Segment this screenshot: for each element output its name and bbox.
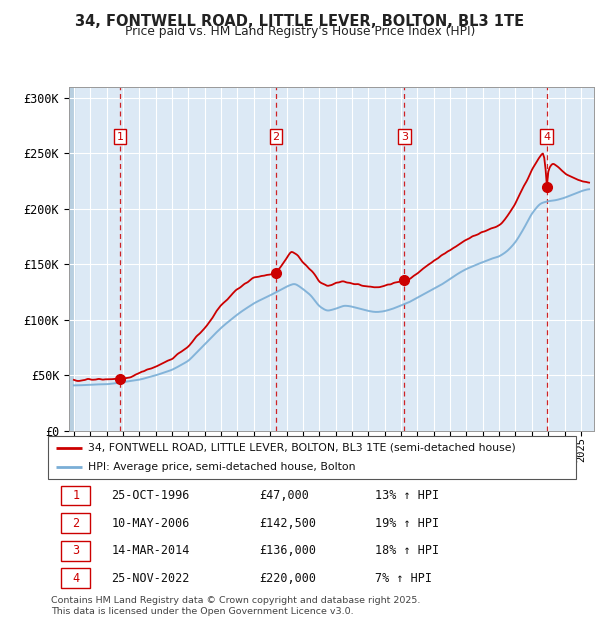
Text: £220,000: £220,000: [259, 572, 316, 585]
Text: 1: 1: [72, 489, 79, 502]
Text: 2: 2: [272, 131, 280, 142]
Text: 13% ↑ HPI: 13% ↑ HPI: [376, 489, 439, 502]
Text: 10-MAY-2006: 10-MAY-2006: [112, 516, 190, 529]
Text: 3: 3: [401, 131, 408, 142]
Text: 25-OCT-1996: 25-OCT-1996: [112, 489, 190, 502]
Bar: [69, 87, 74, 431]
Text: £47,000: £47,000: [259, 489, 309, 502]
Text: 2: 2: [72, 516, 79, 529]
Text: 4: 4: [543, 131, 550, 142]
Text: £142,500: £142,500: [259, 516, 316, 529]
Text: 18% ↑ HPI: 18% ↑ HPI: [376, 544, 439, 557]
Text: 25-NOV-2022: 25-NOV-2022: [112, 572, 190, 585]
Text: 7% ↑ HPI: 7% ↑ HPI: [376, 572, 433, 585]
Text: 3: 3: [72, 544, 79, 557]
Text: 14-MAR-2014: 14-MAR-2014: [112, 544, 190, 557]
Text: 34, FONTWELL ROAD, LITTLE LEVER, BOLTON, BL3 1TE: 34, FONTWELL ROAD, LITTLE LEVER, BOLTON,…: [76, 14, 524, 29]
Text: 34, FONTWELL ROAD, LITTLE LEVER, BOLTON, BL3 1TE (semi-detached house): 34, FONTWELL ROAD, LITTLE LEVER, BOLTON,…: [88, 443, 515, 453]
FancyBboxPatch shape: [61, 569, 90, 588]
FancyBboxPatch shape: [48, 436, 576, 479]
FancyBboxPatch shape: [61, 513, 90, 533]
Text: 1: 1: [116, 131, 124, 142]
Text: Contains HM Land Registry data © Crown copyright and database right 2025.
This d: Contains HM Land Registry data © Crown c…: [51, 596, 421, 616]
Text: HPI: Average price, semi-detached house, Bolton: HPI: Average price, semi-detached house,…: [88, 463, 355, 472]
Text: 4: 4: [72, 572, 79, 585]
Text: Price paid vs. HM Land Registry's House Price Index (HPI): Price paid vs. HM Land Registry's House …: [125, 25, 475, 38]
FancyBboxPatch shape: [61, 541, 90, 560]
Text: 19% ↑ HPI: 19% ↑ HPI: [376, 516, 439, 529]
Text: £136,000: £136,000: [259, 544, 316, 557]
FancyBboxPatch shape: [61, 485, 90, 505]
